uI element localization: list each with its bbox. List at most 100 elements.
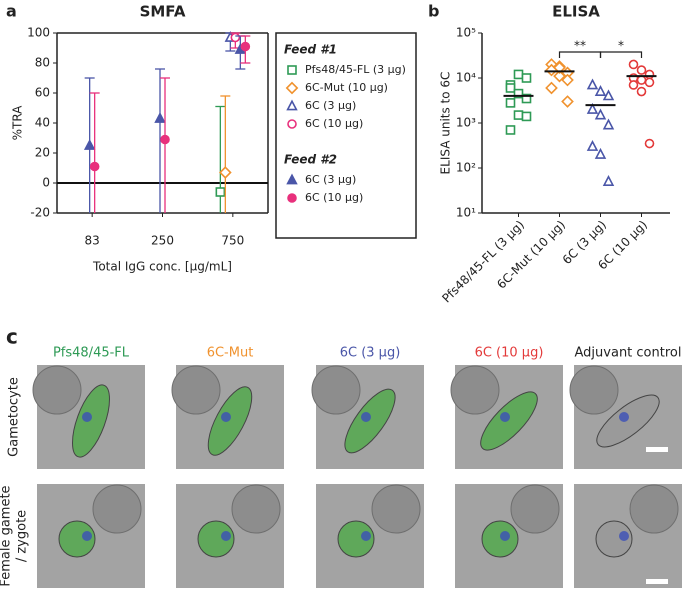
parasite [337, 520, 375, 558]
x-tick-label: 250 [151, 234, 174, 248]
data-point [602, 89, 615, 101]
data-point [561, 95, 574, 108]
data-point [505, 125, 516, 135]
data-point [553, 69, 566, 83]
nucleus [221, 531, 231, 541]
nucleus [361, 531, 371, 541]
panel-label: a [6, 2, 17, 21]
legend-marker [285, 81, 299, 95]
y-tick-label: 0 [42, 176, 50, 190]
significance-label: * [618, 39, 624, 53]
parasite [58, 520, 96, 558]
data-point [586, 140, 599, 151]
legend-label: Pfs48/45-FL (3 μg) [305, 63, 406, 76]
legend-label: 6C (3 μg) [305, 99, 356, 112]
data-point [628, 80, 639, 90]
data-point [644, 77, 655, 88]
nucleus [82, 412, 92, 422]
x-tick-label: 750 [221, 234, 244, 248]
data-point [644, 69, 655, 80]
row-label: / zygote [15, 510, 30, 562]
data-point [521, 111, 532, 122]
x-tick-label: 83 [85, 234, 100, 248]
red-blood-cell [92, 484, 142, 534]
y-tick-label: 60 [35, 86, 50, 100]
red-blood-cell [450, 365, 500, 415]
column-header: 6C (3 μg) [340, 346, 401, 361]
y-tick-label: 10⁵ [456, 26, 476, 40]
legend-marker [286, 173, 298, 185]
data-point [594, 85, 607, 96]
red-blood-cell [629, 484, 679, 534]
legend-label: 6C (10 μg) [305, 191, 363, 204]
row-label: Gametocyte [7, 377, 22, 457]
data-point [513, 69, 524, 80]
data-point [83, 138, 96, 150]
nucleus [361, 412, 371, 422]
y-tick-label: -20 [30, 206, 50, 220]
data-point [215, 187, 226, 197]
data-point [513, 110, 524, 120]
legend-marker [287, 119, 297, 129]
y-tick-label: 10⁴ [456, 71, 476, 85]
chart-title: SMFA [140, 3, 186, 21]
data-point [561, 73, 574, 87]
y-tick-label: 10¹ [456, 206, 476, 220]
legend-label: 6C (10 μg) [305, 117, 363, 130]
data-point [545, 81, 558, 95]
nucleus [619, 412, 629, 422]
significance-bracket [558, 51, 602, 58]
row-label: Female gamete [0, 485, 14, 586]
legend-label: 6C (3 μg) [305, 173, 356, 186]
data-point [636, 65, 647, 75]
nucleus [500, 412, 510, 422]
nucleus [619, 531, 629, 541]
panel-label: c [6, 325, 18, 349]
x-axis-label: Total IgG conc. [μg/mL] [92, 260, 232, 274]
chart-title: ELISA [552, 3, 600, 21]
column-header: Pfs48/45-FL [53, 346, 130, 361]
legend-label: 6C-Mut (10 μg) [305, 81, 388, 94]
data-point [513, 88, 524, 99]
red-blood-cell [171, 365, 221, 415]
red-blood-cell [311, 365, 361, 415]
data-point [636, 86, 647, 97]
parasite [207, 386, 253, 456]
data-point [644, 138, 655, 149]
data-point [553, 61, 566, 74]
legend-marker [287, 65, 297, 75]
red-blood-cell [371, 484, 421, 534]
data-point [505, 98, 516, 108]
parasite [197, 520, 235, 558]
y-tick-label: 100 [27, 26, 50, 40]
data-point [594, 147, 607, 159]
red-blood-cell [32, 365, 82, 415]
parasite [480, 391, 538, 451]
column-header: 6C-Mut [207, 346, 254, 361]
nucleus [221, 412, 231, 422]
data-point [602, 175, 615, 186]
panel-label: b [428, 2, 439, 21]
legend-marker [287, 193, 297, 203]
data-point [521, 93, 532, 104]
data-point [160, 134, 170, 145]
nucleus [500, 531, 510, 541]
y-tick-label: 40 [35, 116, 50, 130]
column-header: Adjuvant control [575, 346, 682, 361]
red-blood-cell [510, 484, 560, 534]
data-point [628, 59, 639, 70]
y-axis-label: ELISA units to 6C [439, 72, 453, 175]
legend-box [275, 32, 417, 239]
red-blood-cell [231, 484, 281, 534]
data-point [240, 41, 251, 52]
data-point [505, 83, 516, 93]
nucleus [82, 531, 92, 541]
scale-bar [646, 447, 668, 452]
significance-label: ** [574, 39, 586, 53]
data-point [219, 166, 232, 179]
y-tick-label: 20 [35, 146, 50, 160]
parasite [72, 384, 110, 458]
data-point [154, 111, 166, 123]
y-tick-label: 10² [456, 161, 476, 175]
